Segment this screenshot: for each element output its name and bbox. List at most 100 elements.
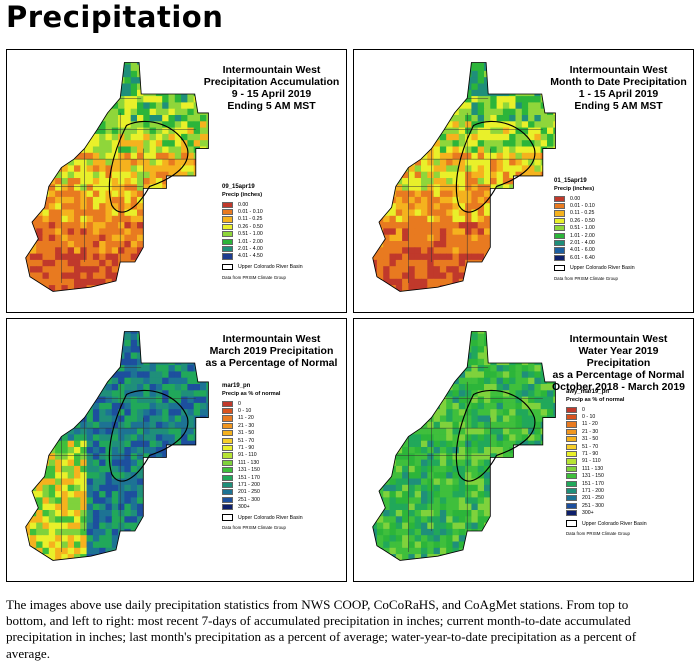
legend-source: Data from PRISM Climate Group xyxy=(222,525,286,531)
legend-swatch xyxy=(222,459,233,466)
legend-swatch xyxy=(222,231,233,238)
legend-label: 171 - 200 xyxy=(582,487,604,494)
legend-item: 300+ xyxy=(566,509,647,517)
map-legend: 09_15apr19 Precip (inches) 0.00 0.01 - 0.10… xyxy=(222,184,303,280)
legend-title: Precip as % of normal xyxy=(222,391,281,397)
legend-label: 11 - 20 xyxy=(582,421,598,428)
legend-swatch xyxy=(222,263,233,270)
legend-item: 201 - 250 xyxy=(566,495,647,502)
legend-swatch xyxy=(566,406,577,413)
legend-item: 91 - 110 xyxy=(566,458,647,465)
legend-item: 171 - 200 xyxy=(222,481,303,489)
legend-swatch xyxy=(222,444,233,452)
legend-item: 0.51 - 1.00 xyxy=(222,231,303,238)
legend-swatch xyxy=(554,265,565,272)
legend-item: 11 - 20 xyxy=(566,421,647,428)
legend-label: 4.01 - 6.00 xyxy=(570,247,595,254)
legend-swatch xyxy=(222,216,233,223)
legend-label: 51 - 70 xyxy=(238,437,255,444)
legend-label: 201 - 250 xyxy=(582,495,604,502)
legend-label: 0.11 - 0.25 xyxy=(570,210,595,217)
legend-swatch xyxy=(566,450,577,458)
legend-swatch xyxy=(566,436,577,443)
legend-swatch xyxy=(566,465,577,472)
legend-label: 1.01 - 2.00 xyxy=(238,238,263,245)
legend-swatch xyxy=(554,232,565,239)
legend-label: 251 - 300 xyxy=(238,496,260,503)
legend-swatch xyxy=(222,400,233,407)
legend-item: 0 xyxy=(222,400,303,407)
panel-title: Intermountain West Precipitation Accumul… xyxy=(199,64,344,112)
map-legend: awy_mar19_pn Precip as % of normal 0 0 - 10… xyxy=(566,389,647,536)
legend-label: 71 - 90 xyxy=(238,445,255,452)
legend-title: Precip (inches) xyxy=(222,192,263,198)
legend-item: 21 - 30 xyxy=(566,428,647,435)
legend-swatch xyxy=(222,245,233,253)
legend-item: 131 - 150 xyxy=(222,467,303,474)
legend-swatch xyxy=(554,195,565,202)
legend-label: 6.01 - 6.40 xyxy=(570,254,595,261)
legend-label: 51 - 70 xyxy=(582,443,599,450)
legend-item: 2.01 - 4.00 xyxy=(222,245,303,253)
legend-swatch xyxy=(554,210,565,217)
legend-label: 131 - 150 xyxy=(238,467,260,474)
legend-item: 111 - 130 xyxy=(222,459,303,466)
legend-item: 71 - 90 xyxy=(566,450,647,458)
legend-swatch xyxy=(222,514,233,521)
legend-swatch xyxy=(566,443,577,450)
panel-title-line: Precipitation Accumulation xyxy=(203,76,340,88)
map-legend: mar19_pn Precip as % of normal 0 0 - 10 11 -… xyxy=(222,383,303,530)
legend-title: Precip (inches) xyxy=(554,186,595,192)
legend-label: 0 - 10 xyxy=(238,408,252,415)
legend-label: 2.01 - 4.00 xyxy=(570,240,595,247)
legend-label: 0.00 xyxy=(570,195,581,202)
legend-item: 0.00 xyxy=(222,201,303,208)
legend-swatch xyxy=(222,467,233,474)
legend-title: Precip as % of normal xyxy=(566,397,625,403)
legend-swatch xyxy=(566,428,577,435)
panel-title-line: Water Year 2019 Precipitation xyxy=(578,345,659,369)
legend-label: 300+ xyxy=(238,504,250,511)
legend-label: 111 - 130 xyxy=(238,459,260,466)
legend-item: 0.26 - 0.50 xyxy=(222,223,303,230)
legend-swatch xyxy=(566,495,577,502)
legend-source: Data from PRISM Climate Group xyxy=(554,275,618,281)
panel-title-line: Intermountain West xyxy=(222,333,321,345)
panel-title-line: as a Percentage of Normal xyxy=(205,357,338,369)
legend-swatch xyxy=(222,452,233,459)
legend-item: 21 - 30 xyxy=(222,422,303,429)
panel-title-line: March 2019 Precipitation xyxy=(209,345,334,357)
legend-swatch xyxy=(222,496,233,503)
legend-item: 51 - 70 xyxy=(222,437,303,444)
legend-swatch xyxy=(554,239,565,247)
legend-item: 1.01 - 2.00 xyxy=(222,238,303,245)
panel-title: Intermountain West Month to Date Precipi… xyxy=(546,64,691,112)
legend-item: 0.01 - 0.10 xyxy=(554,202,635,210)
legend-swatch xyxy=(222,253,233,260)
map-panel-weekly-accumulation: Intermountain West Precipitation Accumul… xyxy=(6,49,347,313)
panel-title-line: Intermountain West xyxy=(569,333,668,345)
legend-swatch xyxy=(554,247,565,254)
legend-swatch xyxy=(222,208,233,216)
panel-title-line: Intermountain West xyxy=(222,64,321,76)
legend-item: 11 - 20 xyxy=(222,415,303,422)
legend-item: 0.11 - 0.25 xyxy=(222,216,303,223)
legend-label: 2.01 - 4.00 xyxy=(238,246,263,253)
legend-item: 251 - 300 xyxy=(222,496,303,503)
legend-label: 300+ xyxy=(582,510,594,517)
legend-label: Upper Colorado River Basin xyxy=(238,514,303,521)
legend-item: 0.51 - 1.00 xyxy=(554,225,635,232)
panel-title-line: Ending 5 AM MST xyxy=(574,100,663,112)
map-panel-march-percent-normal: Intermountain West March 2019 Precipitat… xyxy=(6,318,347,582)
legend-label: 0.11 - 0.25 xyxy=(238,216,263,223)
legend-id: awy_mar19_pn xyxy=(566,389,610,395)
legend-swatch xyxy=(222,489,233,496)
legend-swatch xyxy=(222,504,233,511)
legend-label: 251 - 300 xyxy=(582,502,604,509)
legend-label: 0.01 - 0.10 xyxy=(238,209,263,216)
legend-label: 91 - 110 xyxy=(582,458,601,465)
legend-label: 21 - 30 xyxy=(238,422,255,429)
legend-item: 4.01 - 4.50 xyxy=(222,253,303,260)
panel-title-line: October 2018 - March 2019 xyxy=(551,381,686,393)
legend-item: 151 - 170 xyxy=(566,480,647,487)
